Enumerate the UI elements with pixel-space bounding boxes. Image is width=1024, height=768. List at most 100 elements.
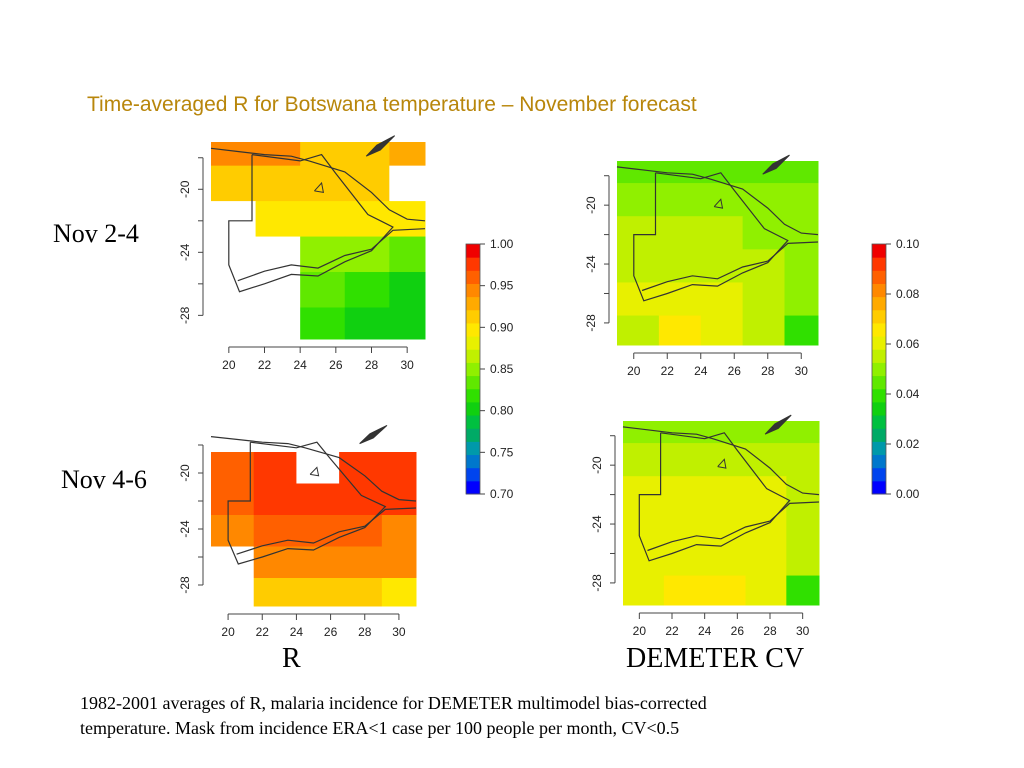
colorbar-tick-label: 1.00: [490, 237, 514, 251]
colorbar-swatch: [466, 454, 480, 469]
grid-cell: [786, 509, 820, 543]
y-tick-label: -24: [590, 515, 604, 533]
colorbar-swatch: [872, 270, 886, 284]
colorbar-swatch: [872, 244, 886, 258]
x-tick-label: 26: [728, 364, 742, 378]
x-tick-label: 30: [795, 364, 809, 378]
colorbar-swatch: [872, 336, 886, 350]
grid-cell: [253, 578, 297, 607]
grid-cell: [339, 546, 383, 579]
colorbar-tick-label: 0.04: [896, 387, 920, 401]
colorbar-swatch: [872, 415, 886, 429]
slide-title: Time-averaged R for Botswana temperature…: [87, 93, 697, 116]
y-tick-label: -20: [584, 196, 598, 214]
grid-cell: [389, 307, 426, 340]
x-tick-label: 28: [761, 364, 775, 378]
grid-cell: [784, 282, 819, 317]
grid-cell: [211, 165, 257, 202]
grid-cell: [344, 201, 390, 238]
grid-cell: [745, 542, 787, 577]
grid-cell: [786, 542, 820, 577]
grid-cell: [658, 315, 702, 346]
grid-cell: [663, 509, 706, 543]
river-line: [616, 166, 819, 236]
grid-cell: [700, 315, 744, 346]
grid-cell: [211, 417, 255, 453]
r-nov-4-6-cells: [211, 417, 417, 607]
river-line: [236, 507, 417, 555]
grid-cell: [745, 575, 787, 606]
grid-cell: [742, 183, 785, 217]
x-tick-label: 20: [222, 358, 236, 372]
grid-cell: [211, 236, 257, 273]
grid-cell: [344, 272, 390, 308]
grid-cell: [296, 483, 340, 516]
grid-cell: [623, 476, 665, 510]
grid-cell: [658, 282, 702, 317]
grid-cell: [381, 515, 417, 547]
grid-cell: [617, 315, 660, 346]
colorbar-swatch: [466, 415, 480, 429]
country-border: [228, 153, 394, 293]
y-tick-label: -28: [584, 314, 598, 332]
colorbar-swatch: [872, 257, 886, 271]
grid-cell: [211, 201, 257, 238]
grid-cell: [658, 249, 702, 283]
grid-cell: [745, 509, 787, 543]
caption-line-2: temperature. Mask from incidence ERA<1 c…: [80, 718, 680, 738]
grid-cell: [617, 249, 660, 283]
grid-cell: [786, 421, 820, 444]
grid-cell: [211, 483, 255, 516]
colorbar-swatch: [466, 283, 480, 298]
grid-cell: [255, 272, 301, 308]
river-line: [647, 501, 820, 552]
x-tick-label: 20: [627, 364, 641, 378]
grid-cell: [784, 315, 819, 346]
grid-cell: [255, 307, 301, 340]
grid-cell: [389, 165, 426, 202]
grid-cell: [658, 183, 702, 217]
grid-cell: [663, 443, 706, 477]
grid-cell: [617, 161, 660, 184]
x-tick-label: 20: [633, 624, 647, 638]
x-tick-label: 30: [796, 624, 810, 638]
grid-cell: [253, 546, 297, 579]
grid-cell: [784, 249, 819, 283]
colorbar-tick-label: 0.75: [490, 445, 514, 459]
x-tick-label: 24: [293, 358, 307, 372]
grid-cell: [381, 546, 417, 579]
x-tick-label: 22: [256, 625, 270, 639]
grid-cell: [300, 165, 346, 202]
colorbar-tick-label: 0.10: [896, 237, 920, 251]
country-border: [227, 441, 387, 565]
grid-cell: [786, 443, 820, 477]
grid-cell: [253, 452, 297, 484]
colorbar-tick-label: 0.06: [896, 337, 920, 351]
x-tick-label: 22: [661, 364, 675, 378]
grid-cell: [339, 483, 383, 516]
grid-cell: [617, 183, 660, 217]
grid-cell: [745, 476, 787, 510]
grid-cell: [211, 578, 255, 607]
colorbar-swatch: [872, 309, 886, 324]
y-tick-label: -20: [590, 456, 604, 474]
grid-cell: [704, 421, 746, 444]
grid-cell: [623, 509, 665, 543]
grid-cell: [211, 452, 255, 484]
colorbar-swatch: [872, 454, 886, 469]
river-line: [210, 436, 417, 502]
grid-cell: [300, 201, 346, 238]
grid-cell: [658, 216, 702, 250]
colorbar-swatch: [466, 309, 480, 324]
grid-cell: [742, 249, 785, 283]
colorbar-swatch: [466, 480, 480, 495]
grid-cell: [296, 417, 340, 453]
grid-cell: [389, 236, 426, 273]
y-tick-label: -20: [178, 180, 192, 198]
x-tick-label: 24: [694, 364, 708, 378]
x-tick-label: 26: [731, 624, 745, 638]
colorbar-swatch: [466, 322, 480, 337]
grid-cell: [623, 575, 665, 606]
grid-cell: [700, 183, 744, 217]
grid-cell: [300, 307, 346, 340]
